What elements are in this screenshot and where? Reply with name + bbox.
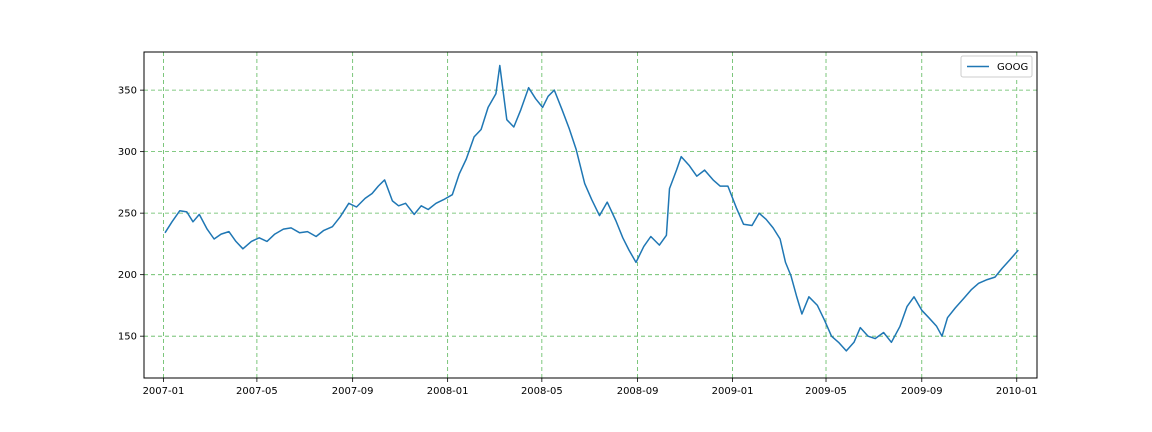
legend: GOOG: [960, 55, 1033, 78]
series-layer: [164, 64, 1019, 352]
series-line-goog: [164, 64, 1019, 352]
x-tick-label: 2008-09: [617, 386, 659, 397]
y-tick-label: 150: [118, 332, 137, 343]
x-tick-label: 2010-01: [996, 386, 1038, 397]
x-tick-label: 2007-09: [332, 386, 374, 397]
grid: [144, 52, 1037, 378]
x-tick-label: 2009-09: [901, 386, 943, 397]
y-tick-label: 250: [118, 209, 137, 220]
x-tick-label: 2007-05: [236, 386, 278, 397]
y-tick-label: 300: [118, 147, 137, 158]
x-tick-label: 2008-05: [521, 386, 563, 397]
y-tick-label: 200: [118, 270, 137, 281]
x-tick-label: 2008-01: [427, 386, 469, 397]
legend-label: GOOG: [997, 62, 1028, 73]
plot-frame: [143, 51, 1038, 379]
plot-area: [144, 52, 1037, 378]
x-tick-label: 2009-05: [805, 386, 847, 397]
y-tick-label: 350: [118, 86, 137, 97]
x-tick-label: 2009-01: [712, 386, 754, 397]
legend-box: [960, 55, 1033, 78]
x-axis: 2007-01 2007-05 2007-09 2008-01 2008-05 2008-…: [143, 378, 1038, 397]
x-tick-label: 2007-01: [143, 386, 185, 397]
y-axis: 150 200 250 300 350: [118, 86, 144, 343]
